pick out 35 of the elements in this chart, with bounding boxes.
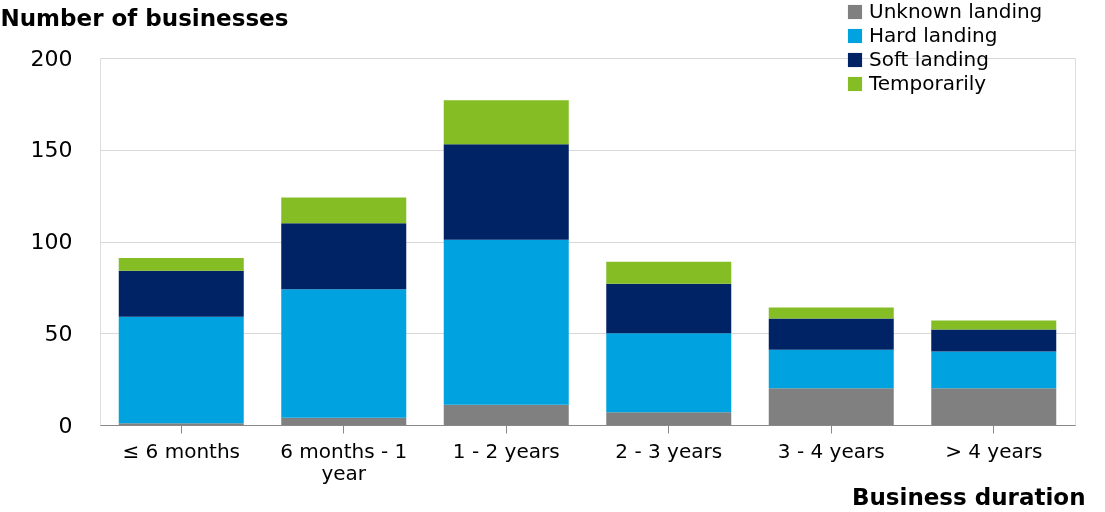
y-tick-label: 50 [44,320,73,346]
bar [768,307,894,319]
bar [443,144,569,240]
y-tick-label: 200 [30,45,73,71]
x-tick-label: 6 months - 1 year [280,438,408,485]
y-axis-title: Number of businesses [0,4,289,31]
legend-label: Unknown landing [869,0,1043,23]
bar [768,318,894,350]
bar [606,333,732,413]
bar [118,258,244,271]
bar [443,239,569,405]
x-tick-label: 1 - 2 years [452,438,560,463]
x-tick-label: > 4 years [945,438,1043,463]
y-tick-label: 100 [30,229,73,254]
bar [606,283,732,334]
x-tick-label: 2 - 3 years [615,438,723,463]
bar [931,320,1057,330]
bar [281,223,407,290]
bar [931,329,1057,352]
legend-label: Hard landing [869,23,998,47]
bar [118,270,244,317]
x-tick-label: ≤ 6 months [122,438,241,463]
x-axis-title: Business duration [851,483,1086,510]
bar [281,197,407,224]
bar [281,289,407,418]
y-tick-label: 150 [30,137,73,163]
bar [606,261,732,284]
bar [768,349,894,389]
y-tick-label: 0 [58,412,73,438]
bar [443,100,569,145]
bar [118,316,244,424]
legend-label: Temporarily [868,71,987,95]
x-tick-label: 3 - 4 years [777,438,885,463]
legend-label: Soft landing [869,47,989,71]
bar [931,351,1057,389]
